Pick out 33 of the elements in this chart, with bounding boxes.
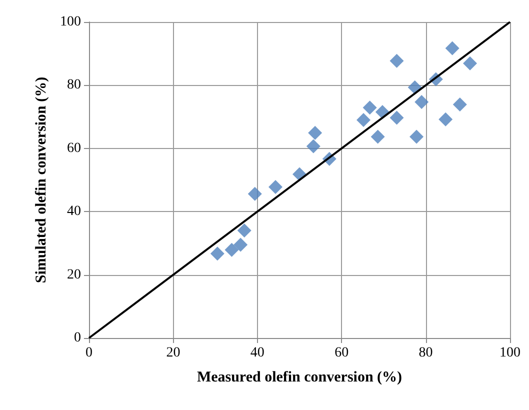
point — [308, 126, 322, 140]
x-tick-label: 0 — [86, 346, 92, 360]
x-axis-title: Measured olefin conversion (%) — [196, 370, 402, 386]
y-tick-label: 80 — [67, 78, 81, 93]
x-tick-label: 100 — [500, 346, 520, 360]
y-tick-label: 60 — [67, 140, 81, 156]
point — [362, 100, 377, 115]
x-tick-label: 60 — [334, 346, 349, 360]
point — [268, 180, 283, 194]
point — [438, 112, 453, 126]
point — [390, 110, 404, 125]
x-tick-label: 40 — [250, 346, 264, 360]
y-tick-label: 0 — [74, 330, 81, 346]
point — [356, 112, 370, 127]
point — [445, 41, 460, 56]
point — [410, 130, 424, 144]
x-tick-label: 80 — [418, 346, 433, 360]
point — [234, 238, 248, 252]
y-axis-title: Simulated olefin conversion (%) — [34, 76, 50, 284]
point — [463, 56, 478, 70]
point — [414, 94, 429, 109]
y-tick-label: 40 — [67, 204, 81, 220]
point — [370, 130, 385, 144]
point — [224, 242, 239, 257]
y-tick-label: 100 — [60, 14, 81, 30]
point — [306, 139, 320, 154]
point — [452, 97, 467, 112]
point — [390, 54, 404, 68]
x-tick-label: 20 — [166, 346, 180, 360]
point — [210, 246, 224, 261]
point — [237, 224, 252, 238]
y-tick-label: 20 — [67, 267, 81, 282]
point — [248, 186, 262, 201]
